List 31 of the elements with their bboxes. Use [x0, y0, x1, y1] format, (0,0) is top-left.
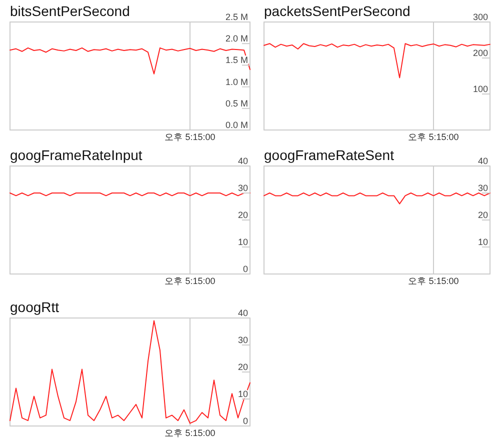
- y-tick-label: 20: [238, 210, 248, 220]
- text: 오후 5:15:00: [408, 132, 459, 142]
- y-tick-label: 40: [238, 308, 248, 318]
- y-tick-label: 20: [478, 210, 488, 220]
- chart-title: googFrameRateInput: [10, 147, 142, 163]
- chart-title: googRtt: [10, 299, 60, 315]
- y-tick-label: 10: [478, 237, 488, 247]
- chart-title: googFrameRateSent: [264, 147, 394, 163]
- y-tick-label: 0: [242, 264, 248, 274]
- y-tick-label: 30: [238, 183, 248, 193]
- y-tick-label: 30: [478, 183, 488, 193]
- y-tick-label: 200: [472, 48, 488, 58]
- y-tick-label: 10: [238, 237, 248, 247]
- y-tick-label: 0: [242, 416, 248, 426]
- text: 오후 5:15:00: [164, 428, 216, 438]
- y-tick-label: 20: [238, 362, 248, 372]
- y-tick-label: 2.5 M: [225, 12, 248, 22]
- y-tick-label: 30: [238, 335, 248, 345]
- y-tick-label: 40: [238, 156, 248, 166]
- y-tick-label: 1.0 M: [225, 76, 248, 87]
- y-tick-label: 100: [472, 84, 488, 94]
- y-tick-label: 2.0 M: [225, 34, 248, 44]
- y-tick-label: 0.0 M: [225, 120, 248, 130]
- y-tick-label: 300: [472, 12, 488, 22]
- chart-title: bitsSentPerSecond: [10, 3, 130, 19]
- text: 오후 5:15:00: [164, 276, 216, 286]
- text: 오후 5:15:00: [164, 132, 216, 142]
- y-tick-label: 40: [478, 156, 488, 166]
- text: 오후 5:15:00: [408, 276, 459, 286]
- chart-title: packetsSentPerSecond: [264, 3, 410, 19]
- y-tick-label: 0.5 M: [225, 98, 248, 108]
